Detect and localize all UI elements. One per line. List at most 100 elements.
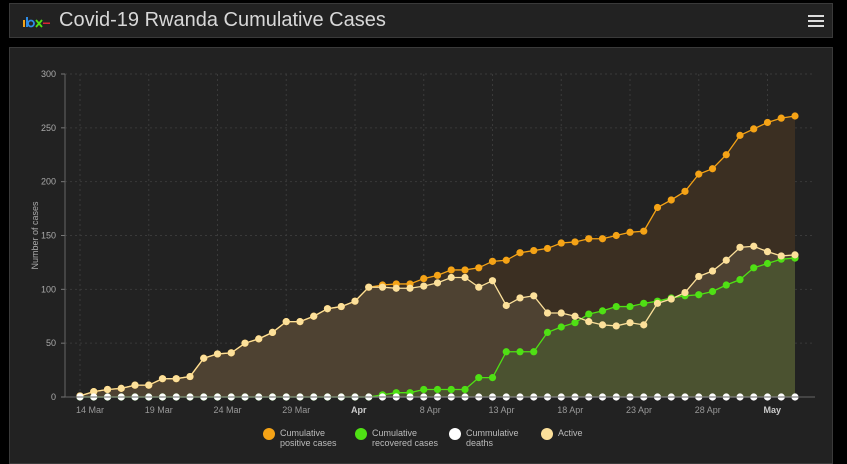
recovered-point[interactable] (433, 385, 442, 394)
active-point[interactable] (722, 256, 730, 264)
active-point[interactable] (585, 318, 593, 326)
positive-point[interactable] (475, 264, 483, 272)
positive-point[interactable] (516, 249, 524, 257)
active-point[interactable] (626, 319, 634, 327)
positive-point[interactable] (626, 228, 634, 236)
active-point[interactable] (557, 309, 565, 317)
positive-point[interactable] (433, 271, 442, 279)
positive-point[interactable] (722, 151, 730, 159)
recovered-point[interactable] (447, 385, 455, 394)
active-point[interactable] (420, 282, 428, 290)
active-point[interactable] (447, 273, 455, 282)
positive-point[interactable] (695, 170, 703, 178)
recovered-point[interactable] (543, 328, 552, 336)
active-point[interactable] (117, 384, 125, 392)
active-point[interactable] (378, 283, 387, 291)
recovered-point[interactable] (612, 302, 620, 311)
active-point[interactable] (365, 283, 373, 291)
positive-point[interactable] (530, 246, 538, 255)
active-point[interactable] (158, 375, 167, 383)
active-point[interactable] (530, 292, 538, 300)
active-point[interactable] (543, 309, 552, 317)
positive-point[interactable] (598, 235, 607, 243)
active-point[interactable] (488, 277, 497, 285)
recovered-point[interactable] (585, 310, 593, 318)
active-point[interactable] (763, 248, 772, 256)
positive-point[interactable] (736, 131, 744, 139)
legend-item-deaths[interactable]: Cummulative deaths (449, 428, 519, 448)
positive-point[interactable] (571, 238, 579, 246)
active-point[interactable] (392, 284, 400, 292)
recovered-point[interactable] (420, 385, 428, 394)
positive-point[interactable] (447, 266, 455, 274)
positive-point[interactable] (557, 239, 565, 247)
active-point[interactable] (145, 381, 153, 389)
active-point[interactable] (736, 243, 744, 251)
active-point[interactable] (282, 318, 290, 326)
recovered-point[interactable] (461, 385, 469, 394)
recovered-point[interactable] (571, 319, 579, 327)
recovered-point[interactable] (708, 287, 717, 296)
recovered-point[interactable] (488, 374, 497, 382)
active-point[interactable] (461, 273, 469, 282)
active-point[interactable] (131, 381, 139, 389)
active-point[interactable] (351, 297, 359, 305)
active-point[interactable] (791, 251, 799, 259)
active-point[interactable] (502, 301, 510, 310)
recovered-point[interactable] (530, 348, 538, 356)
recovered-point[interactable] (557, 323, 565, 331)
active-point[interactable] (241, 339, 249, 347)
active-point[interactable] (708, 267, 717, 275)
active-point[interactable] (612, 322, 620, 330)
active-point[interactable] (213, 350, 222, 358)
active-point[interactable] (516, 294, 524, 302)
active-point[interactable] (255, 335, 263, 343)
active-point[interactable] (172, 375, 180, 383)
positive-point[interactable] (777, 114, 785, 122)
active-point[interactable] (433, 279, 442, 287)
active-point[interactable] (90, 388, 98, 396)
positive-point[interactable] (488, 257, 497, 265)
recovered-point[interactable] (598, 307, 607, 315)
active-point[interactable] (337, 302, 345, 311)
active-point[interactable] (323, 305, 332, 313)
active-point[interactable] (227, 349, 235, 357)
positive-point[interactable] (461, 266, 469, 274)
recovered-point[interactable] (475, 374, 483, 382)
recovered-point[interactable] (640, 299, 648, 307)
active-point[interactable] (571, 312, 579, 320)
active-point[interactable] (200, 354, 208, 362)
positive-point[interactable] (681, 187, 689, 195)
legend-item-recovered[interactable]: Cumulative recovered cases (355, 428, 438, 448)
positive-point[interactable] (708, 165, 717, 173)
active-point[interactable] (681, 288, 689, 297)
recovered-point[interactable] (626, 302, 634, 311)
positive-point[interactable] (791, 112, 799, 120)
active-point[interactable] (695, 272, 703, 281)
positive-point[interactable] (420, 274, 428, 283)
legend-item-positive[interactable]: Cumulative positive cases (263, 428, 337, 448)
active-point[interactable] (475, 283, 483, 291)
active-point[interactable] (103, 385, 112, 394)
recovered-point[interactable] (763, 259, 772, 268)
positive-point[interactable] (653, 203, 662, 212)
active-point[interactable] (667, 295, 675, 303)
positive-point[interactable] (750, 125, 758, 133)
active-point[interactable] (406, 284, 414, 292)
recovered-point[interactable] (695, 291, 703, 299)
recovered-point[interactable] (722, 281, 730, 289)
positive-point[interactable] (763, 118, 772, 127)
positive-point[interactable] (502, 256, 510, 264)
legend-item-active[interactable]: Active (541, 428, 583, 440)
positive-point[interactable] (543, 244, 552, 253)
recovered-point[interactable] (502, 348, 510, 356)
positive-point[interactable] (585, 235, 593, 243)
recovered-point[interactable] (516, 348, 524, 356)
recovered-point[interactable] (736, 276, 744, 284)
hamburger-menu-icon[interactable] (808, 13, 824, 29)
active-point[interactable] (598, 321, 607, 329)
active-point[interactable] (777, 252, 785, 260)
positive-point[interactable] (667, 196, 675, 204)
active-point[interactable] (640, 321, 648, 329)
active-point[interactable] (296, 318, 304, 326)
